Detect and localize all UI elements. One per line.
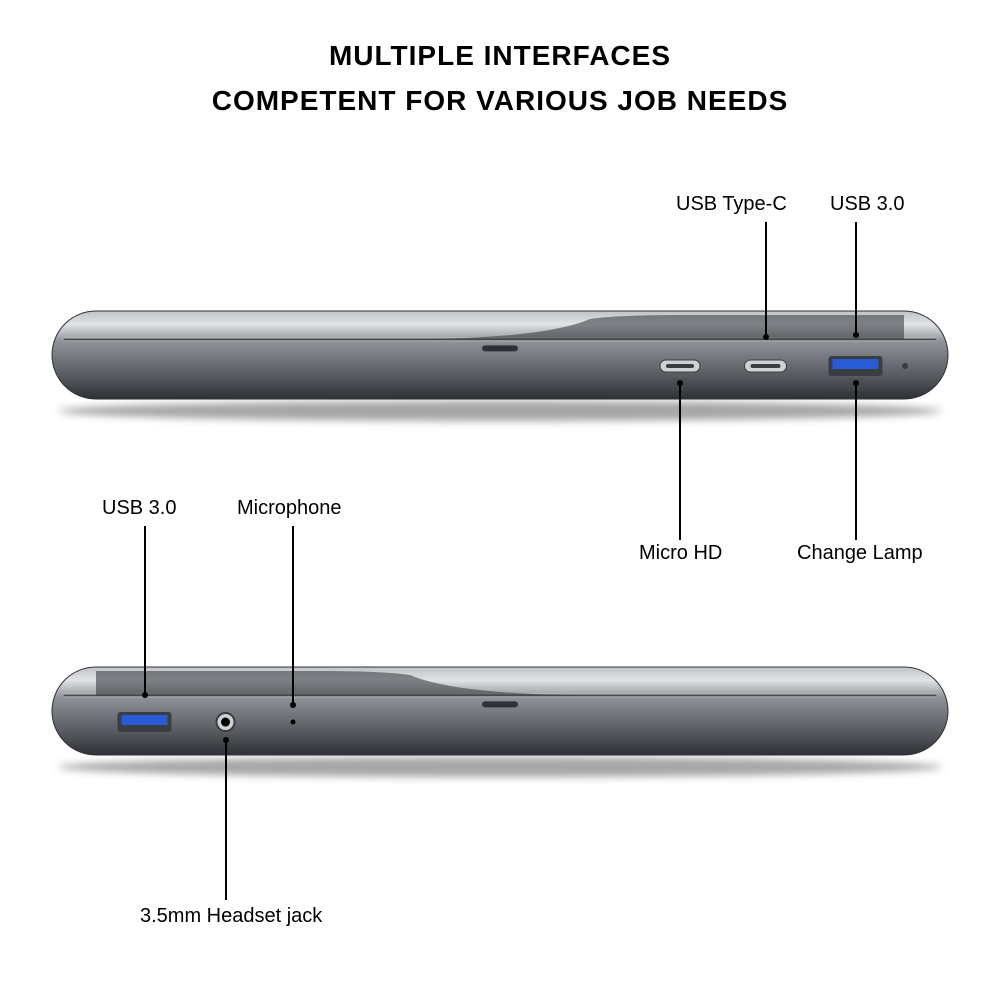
callout-line-microphone — [292, 526, 294, 705]
callout-label-headset-jack: 3.5mm Headset jack — [140, 905, 322, 928]
callout-dot-usb-3-bottom — [142, 692, 148, 698]
callout-line-usb-3-top — [855, 222, 857, 335]
infographic-root: MULTIPLE INTERFACES COMPETENT FOR VARIOU… — [0, 0, 1000, 1000]
callout-line-headset-jack — [225, 740, 227, 900]
callout-label-usb-type-c-top: USB Type-C — [676, 193, 787, 216]
callout-label-usb-3-bottom: USB 3.0 — [102, 497, 176, 520]
callout-dot-headset-jack — [223, 737, 229, 743]
callout-dot-charge-lamp — [853, 380, 859, 386]
callout-dot-usb-type-c-top — [763, 334, 769, 340]
callout-line-micro-hd — [679, 383, 681, 540]
callout-label-charge-lamp: Change Lamp — [797, 542, 923, 565]
callout-label-micro-hd: Micro HD — [639, 542, 722, 565]
laptop-side-view-bottom — [50, 665, 950, 792]
callout-label-microphone: Microphone — [237, 497, 342, 520]
laptop-side-view-top — [50, 309, 950, 436]
title-line-2: COMPETENT FOR VARIOUS JOB NEEDS — [0, 85, 1000, 117]
title-line-1: MULTIPLE INTERFACES — [0, 40, 1000, 72]
callout-line-usb-3-bottom — [144, 526, 146, 695]
callout-line-charge-lamp — [855, 383, 857, 540]
callout-dot-usb-3-top — [853, 332, 859, 338]
callout-label-usb-3-top: USB 3.0 — [830, 193, 904, 216]
callout-dot-micro-hd — [677, 380, 683, 386]
callout-line-usb-type-c-top — [765, 222, 767, 337]
callout-dot-microphone — [290, 702, 296, 708]
